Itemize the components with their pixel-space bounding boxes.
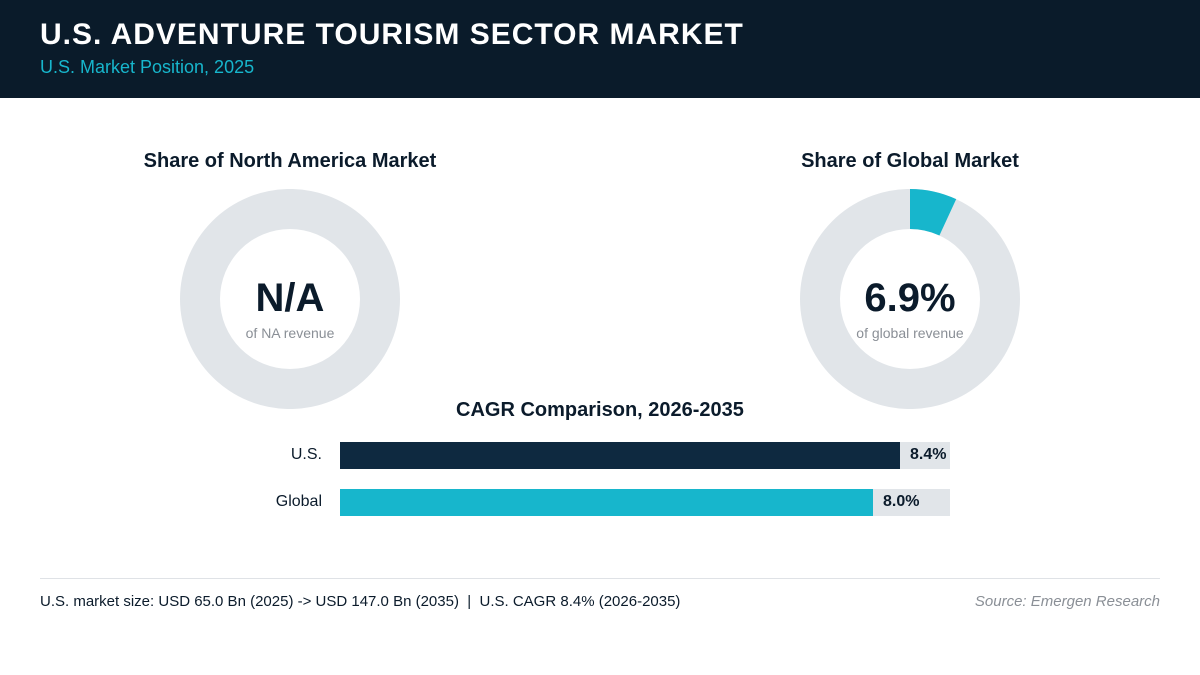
source-credit: Source: Emergen Research [974, 593, 1160, 610]
bar-global [340, 489, 873, 516]
page-subtitle: U.S. Market Position, 2025 [40, 57, 255, 77]
global-donut-slice [910, 189, 957, 236]
na-donut-track [180, 189, 400, 409]
global-donut-track [800, 189, 1020, 409]
global-share-donut: Share of Global Market 6.9% of global re… [700, 150, 1120, 420]
na-donut-caption: of NA revenue [245, 325, 335, 341]
na-share-donut: Share of North America Market N/A of NA … [80, 150, 500, 420]
cagr-bar-row-us: U.S. 8.4% [0, 442, 1200, 469]
global-donut-chart [800, 189, 1020, 409]
global-donut-title: Share of Global Market [801, 150, 1019, 172]
bar-label-global: Global [275, 493, 322, 510]
cagr-bar-row-global: Global 8.0% [0, 489, 1200, 516]
global-donut-value: 6.9% [864, 276, 956, 320]
na-donut-title: Share of North America Market [143, 150, 437, 172]
cagr-chart-title: CAGR Comparison, 2026-2035 [456, 399, 744, 421]
bar-value-global: 8.0% [883, 493, 920, 510]
header-bar: U.S. ADVENTURE TOURISM SECTOR MARKET U.S… [0, 0, 1200, 98]
footer-note: U.S. market size: USD 65.0 Bn (2025) -> … [40, 593, 681, 610]
bar-us [340, 442, 900, 469]
bar-label-us: U.S. [290, 446, 322, 463]
bar-track-global: 8.0% [340, 489, 950, 516]
bar-track-us: 8.4% [340, 442, 950, 469]
na-donut-chart [180, 189, 400, 409]
na-donut-value: N/A [255, 276, 325, 320]
global-donut-caption: of global revenue [856, 325, 964, 341]
page-title: U.S. ADVENTURE TOURISM SECTOR MARKET [40, 18, 744, 51]
bar-value-us: 8.4% [910, 446, 947, 463]
footer-divider [40, 578, 1160, 579]
